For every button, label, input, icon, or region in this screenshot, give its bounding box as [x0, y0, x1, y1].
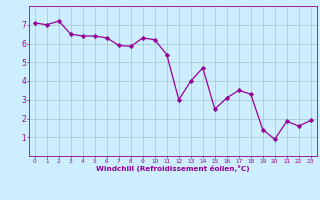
X-axis label: Windchill (Refroidissement éolien,°C): Windchill (Refroidissement éolien,°C) — [96, 165, 250, 172]
